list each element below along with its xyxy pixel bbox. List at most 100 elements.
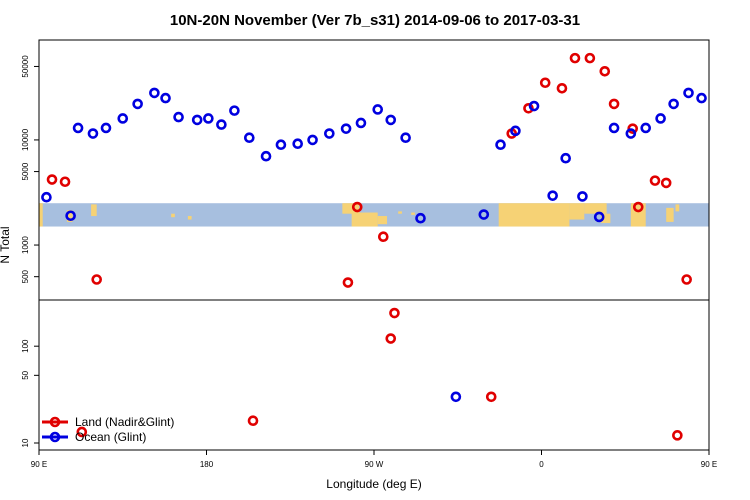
ocean-point bbox=[324, 128, 335, 139]
ocean-point bbox=[495, 139, 506, 151]
ocean-point bbox=[191, 114, 203, 126]
ocean-point bbox=[65, 210, 76, 222]
land-point bbox=[91, 274, 102, 285]
map-land bbox=[39, 203, 43, 227]
land-point bbox=[599, 65, 611, 77]
ocean-point bbox=[275, 139, 287, 151]
ocean-point bbox=[577, 191, 588, 202]
ocean-point bbox=[372, 104, 384, 115]
ocean-point bbox=[510, 125, 521, 137]
map-land bbox=[187, 216, 192, 220]
ocean-point bbox=[100, 122, 112, 134]
land-point bbox=[608, 98, 620, 110]
land-point bbox=[627, 123, 638, 134]
map-land bbox=[666, 207, 674, 222]
map-land bbox=[66, 210, 73, 222]
legend-land-marker bbox=[49, 416, 61, 428]
map-land bbox=[351, 212, 378, 227]
data-points bbox=[41, 52, 707, 441]
ocean-point bbox=[216, 119, 227, 130]
ocean-point bbox=[229, 105, 240, 116]
series-land bbox=[46, 52, 692, 441]
ocean-point bbox=[72, 122, 84, 134]
ocean-point bbox=[132, 98, 143, 110]
ocean-point bbox=[668, 98, 679, 110]
map-land bbox=[398, 211, 402, 214]
legend-ocean-label: Ocean (Glint) bbox=[75, 430, 146, 444]
land-point bbox=[660, 177, 672, 189]
land-point bbox=[649, 175, 661, 186]
y-tick-label: 100 bbox=[21, 339, 30, 353]
y-axis: 10 50 100 500 1000 5000 10000 50000 bbox=[21, 55, 39, 447]
land-point bbox=[378, 231, 389, 243]
map-land bbox=[584, 203, 607, 214]
ocean-point bbox=[260, 150, 272, 162]
ocean-point bbox=[608, 122, 620, 134]
land-point bbox=[247, 415, 259, 426]
ocean-point bbox=[450, 391, 462, 403]
land-point bbox=[389, 307, 400, 319]
land-point bbox=[584, 52, 596, 64]
y-axis-label: N Total bbox=[0, 226, 12, 263]
y-tick-label: 50 bbox=[21, 370, 30, 379]
ocean-point bbox=[683, 87, 694, 99]
x-tick-label: 180 bbox=[200, 460, 214, 469]
ocean-point bbox=[400, 132, 411, 143]
ocean-point bbox=[203, 113, 214, 124]
map-land bbox=[498, 203, 570, 227]
x-axis: 90 E 180 90 W 0 90 E bbox=[31, 450, 717, 469]
land-point bbox=[76, 426, 88, 438]
y-tick-label: 10 bbox=[21, 438, 30, 447]
y-tick-label: 500 bbox=[21, 269, 30, 283]
legend-land-label: Land (Nadir&Glint) bbox=[75, 415, 174, 429]
ocean-point bbox=[655, 113, 666, 124]
map-land bbox=[675, 204, 680, 212]
chart-title: 10N-20N November (Ver 7b_s31) 2014-09-06… bbox=[170, 12, 580, 29]
ocean-point bbox=[640, 122, 652, 134]
ocean-point bbox=[173, 111, 184, 123]
land-point bbox=[539, 77, 551, 89]
ocean-point bbox=[696, 92, 707, 104]
land-point bbox=[632, 201, 644, 213]
land-point bbox=[556, 82, 568, 94]
ocean-point bbox=[560, 152, 571, 164]
ocean-point bbox=[625, 128, 637, 139]
world-map-band bbox=[39, 203, 709, 227]
x-tick-label: 90 E bbox=[31, 460, 47, 469]
land-point bbox=[681, 274, 692, 285]
map-land bbox=[171, 213, 175, 218]
land-point bbox=[351, 201, 363, 213]
legend-ocean-marker bbox=[49, 431, 61, 443]
map-land bbox=[601, 213, 611, 224]
ocean-point bbox=[340, 123, 352, 134]
land-point bbox=[342, 277, 354, 288]
ocean-point bbox=[415, 212, 426, 224]
ocean-point bbox=[478, 209, 490, 220]
legend: Land (Nadir&Glint) Ocean (Glint) bbox=[42, 415, 174, 444]
ocean-point bbox=[528, 100, 540, 112]
land-point bbox=[523, 102, 534, 114]
ocean-point bbox=[385, 114, 397, 126]
ocean-point bbox=[41, 191, 52, 203]
ocean-point bbox=[160, 92, 171, 104]
x-tick-label: 90 W bbox=[365, 460, 384, 469]
ocean-point bbox=[149, 87, 160, 99]
land-point bbox=[46, 174, 58, 185]
y-tick-label: 50000 bbox=[21, 55, 30, 78]
x-tick-label: 90 E bbox=[701, 460, 717, 469]
land-point bbox=[385, 333, 397, 344]
ocean-point bbox=[87, 128, 99, 139]
map-land bbox=[569, 203, 585, 220]
x-axis-label: Longitude (deg E) bbox=[326, 477, 421, 491]
map-land bbox=[377, 216, 388, 225]
y-tick-label: 10000 bbox=[21, 128, 30, 151]
ocean-point bbox=[292, 138, 303, 150]
ocean-point bbox=[244, 132, 255, 143]
ocean-point bbox=[593, 211, 605, 223]
map-land bbox=[411, 212, 415, 215]
ocean-point bbox=[547, 190, 558, 201]
map-land bbox=[342, 203, 360, 214]
series-ocean bbox=[41, 87, 707, 403]
land-point bbox=[59, 176, 71, 188]
